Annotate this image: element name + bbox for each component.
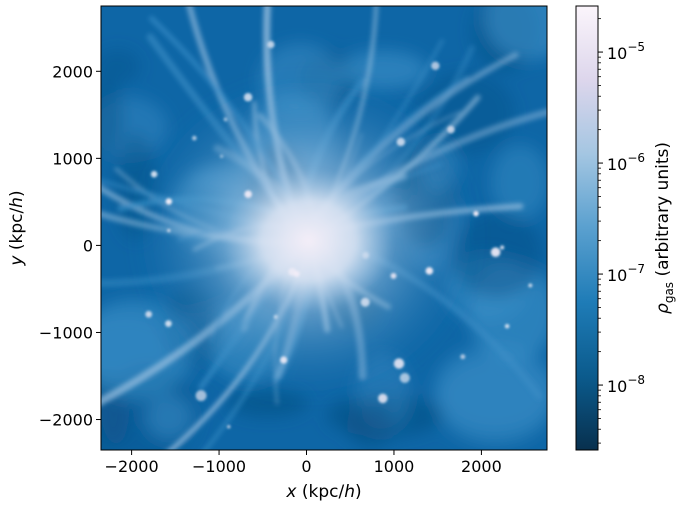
density-core xyxy=(223,168,394,313)
colorbar-tick-label: 10−8 xyxy=(607,373,645,396)
y-tick-label: 2000 xyxy=(52,62,93,81)
plot-frame xyxy=(100,5,548,451)
x-tick-label: 2000 xyxy=(461,457,502,476)
x-axis-label: x (kpc/h) xyxy=(285,482,361,502)
colorbar-tick-label: 10−7 xyxy=(607,262,645,285)
y-tick-label: 1000 xyxy=(52,149,93,168)
x-tick-label: 0 xyxy=(301,457,311,476)
y-tick-label: −2000 xyxy=(39,411,93,430)
heatmap-area xyxy=(101,6,547,450)
x-tick-label: −1000 xyxy=(192,457,246,476)
x-tick-label: −2000 xyxy=(105,457,159,476)
x-tick-label: 1000 xyxy=(374,457,415,476)
y-tick-label: −1000 xyxy=(39,323,93,342)
colorbar-label: ρgas (arbitrary units) xyxy=(653,142,676,314)
gas-clumps xyxy=(145,40,533,429)
colorbar-ticks: 10−8 10−7 10−6 10−5 xyxy=(598,18,645,444)
colorbar: 10−8 10−7 10−6 10−5 ρgas (arbitrary units) xyxy=(575,5,676,451)
y-axis: −2000 −1000 0 1000 2000 xyxy=(39,62,101,430)
y-axis-label: y (kpc/h) xyxy=(7,190,27,266)
x-axis: −2000 −1000 0 1000 2000 xyxy=(105,450,502,476)
colorbar-tick-label: 10−5 xyxy=(607,40,645,63)
y-tick-label: 0 xyxy=(83,236,93,255)
colorbar-tick-label: 10−6 xyxy=(607,151,645,174)
colorbar-gradient xyxy=(575,5,599,451)
